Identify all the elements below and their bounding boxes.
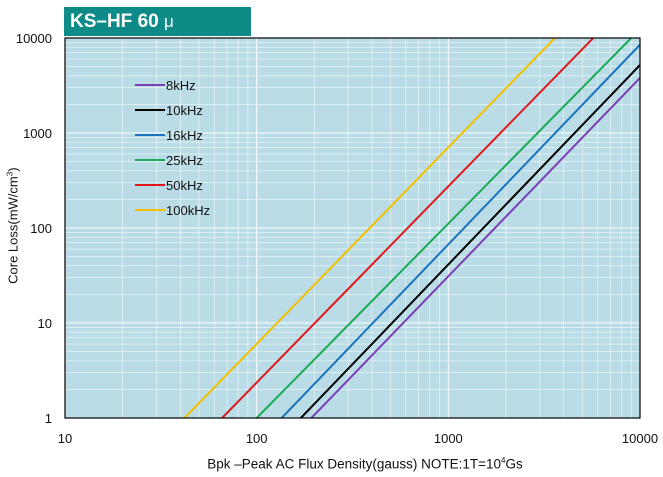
legend-label-25kHz: 25kHz — [166, 153, 203, 168]
x-axis-title-exponent: 4 — [501, 456, 506, 465]
x-tick-label: 10 — [58, 431, 72, 446]
series-line-25kHz — [255, 38, 632, 418]
x-tick-label: 1000 — [434, 431, 463, 446]
legend-label-50kHz: 50kHz — [166, 178, 203, 193]
legend-label-16kHz: 16kHz — [166, 128, 203, 143]
plot-frame — [64, 37, 641, 419]
series-line-100kHz — [183, 38, 556, 418]
series-line-16kHz — [280, 44, 640, 418]
y-axis-title: Core Loss(mW/cm3) — [5, 151, 20, 301]
series-line-10kHz — [300, 64, 640, 418]
y-tick-label: 10000 — [16, 31, 52, 46]
x-axis-title-text: Bpk –Peak AC Flux Density(gauss) NOTE:1T… — [207, 456, 502, 472]
legend-label-10kHz: 10kHz — [166, 103, 203, 118]
y-tick-label: 1000 — [23, 126, 52, 141]
y-axis-title-exponent: 3 — [5, 171, 15, 177]
x-tick-label: 10000 — [622, 431, 658, 446]
x-tick-label: 100 — [246, 431, 268, 446]
x-axis-title: Bpk –Peak AC Flux Density(gauss) NOTE:1T… — [140, 456, 590, 472]
chart-title-unit: μ — [163, 12, 174, 31]
y-tick-label: 1 — [45, 411, 52, 426]
legend: 8kHz 10kHz 16kHz 25kHz 50kHz 100kHz — [135, 78, 210, 218]
y-tick-label: 100 — [30, 221, 52, 236]
y-axis-title-text: Core Loss(mW/cm — [5, 176, 21, 284]
legend-label-100kHz: 100kHz — [166, 203, 210, 218]
series-line-8kHz — [310, 77, 640, 418]
chart-title-text: KS–HF 60 — [70, 11, 159, 32]
legend-label-8kHz: 8kHz — [166, 78, 196, 93]
chart-title: KS–HF 60 μ — [64, 7, 251, 36]
y-axis-title-close: ) — [5, 167, 21, 172]
series-line-50kHz — [221, 38, 594, 418]
series-lines — [183, 38, 640, 418]
x-axis-title-unit: Gs — [505, 456, 523, 472]
tick-labels: 10 100 1000 10000 1 10 100 1000 10000 — [16, 31, 658, 446]
y-tick-label: 10 — [38, 316, 52, 331]
